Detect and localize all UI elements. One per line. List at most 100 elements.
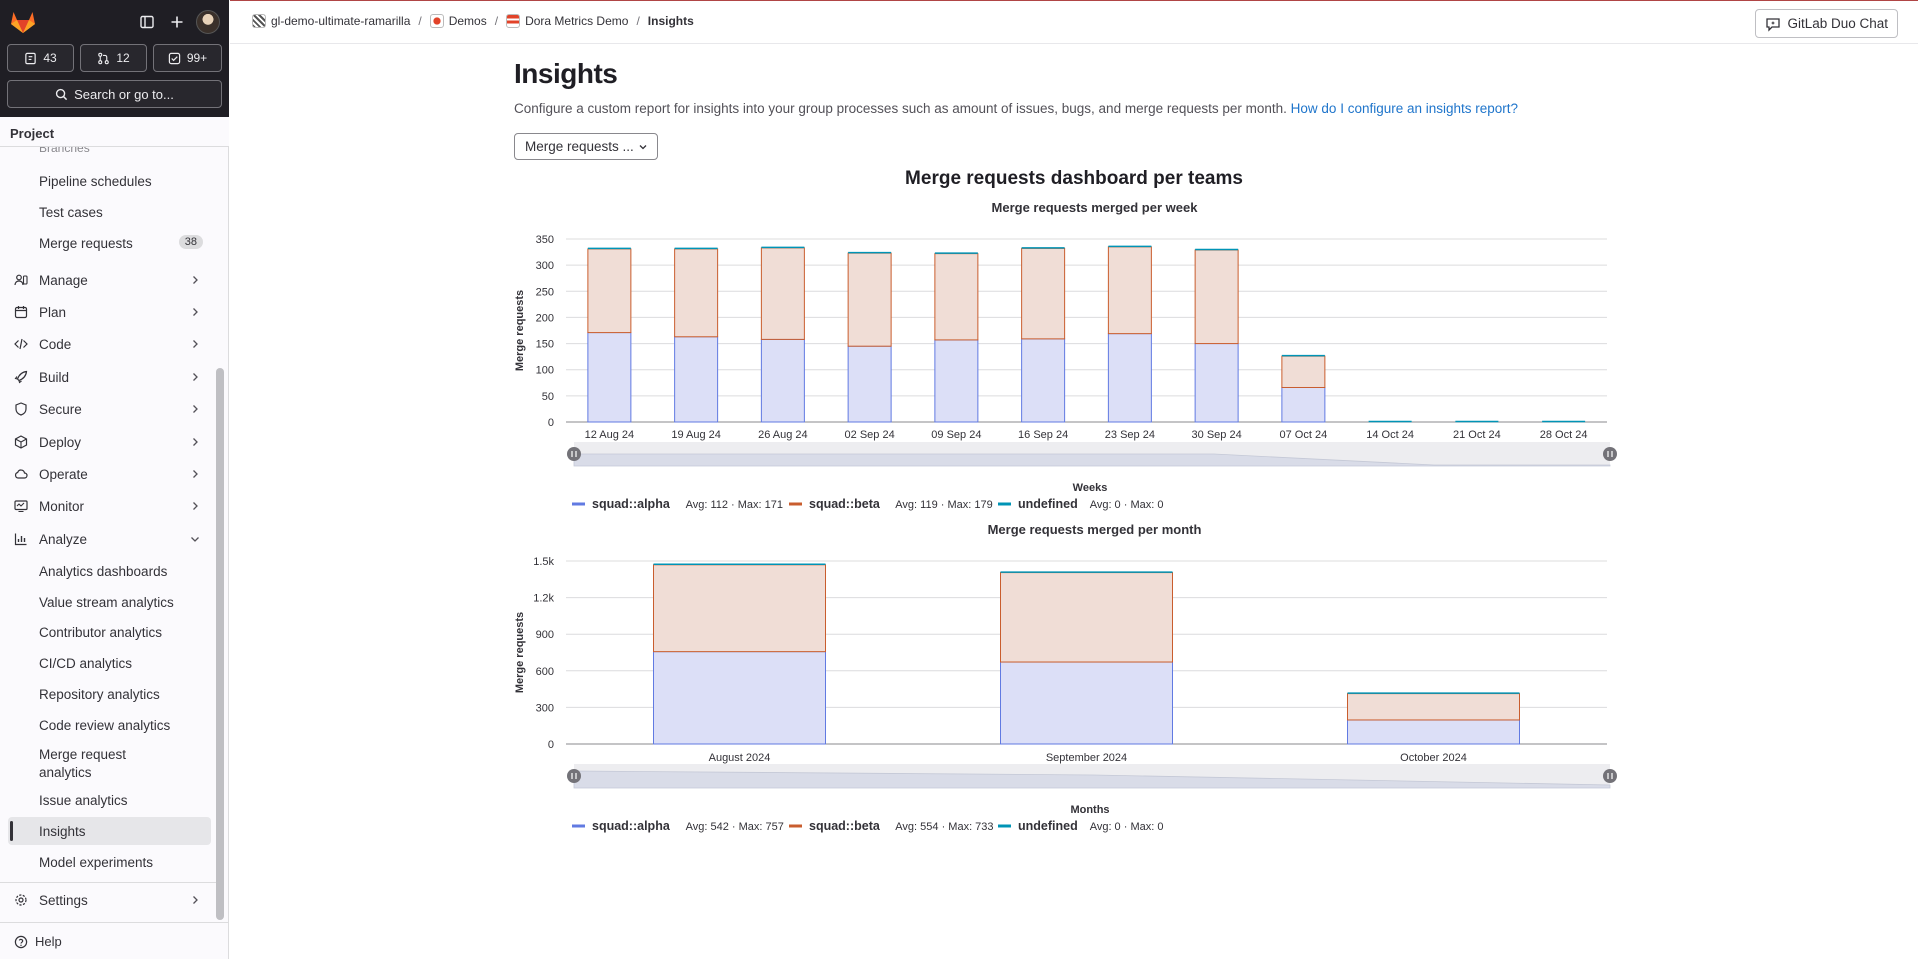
page-description-text: Configure a custom report for insights i… [514,101,1287,116]
search-button[interactable]: Search or go to... [7,80,222,108]
breadcrumb-item-demos[interactable]: Demos [429,14,487,28]
legend-series-stats: Avg: 554 · Max: 733 [895,821,993,833]
legend-series-name[interactable]: undefined [1018,819,1078,833]
sidebar-item-manage[interactable]: Manage [8,266,211,294]
breadcrumb-item-project[interactable]: Dora Metrics Demo [506,14,628,28]
x-tick-label: 19 Aug 24 [671,429,721,441]
bar-segment-squad--beta[interactable] [934,253,979,341]
bar-segment-squad--alpha[interactable] [653,651,826,745]
y-tick-label: 1.2k [533,593,554,605]
legend-series-name[interactable]: squad::alpha [592,497,671,511]
sidebar-item-code[interactable]: Code [8,330,211,358]
bar-segment-squad--beta[interactable] [760,247,805,340]
sidebar-item-label: Build [39,369,70,385]
legend-series-name[interactable]: squad::beta [809,497,881,511]
sidebar-item-contributor-analytics[interactable]: Contributor analytics [8,618,211,646]
bar-segment-squad--beta[interactable] [1107,246,1152,335]
bar-segment-squad--alpha[interactable] [1281,386,1326,423]
sidebar-item-analyze[interactable]: Analyze [8,525,211,553]
user-avatar[interactable] [196,10,220,34]
bar-segment-squad--beta[interactable] [587,248,632,334]
sidebar-item-merge-requests[interactable]: Merge requests 38 [8,229,211,257]
merge-requests-counter[interactable]: 12 [80,44,147,72]
bar-segment-squad--alpha[interactable] [674,336,719,423]
breadcrumb-item-group[interactable]: gl-demo-ultimate-ramarilla [252,14,410,28]
bar-segment-squad--alpha[interactable] [1107,333,1152,423]
sidebar-item-insights[interactable]: Insights [8,817,211,845]
sidebar-item-repository-analytics[interactable]: Repository analytics [8,680,211,708]
sidebar-item-cicd-analytics[interactable]: CI/CD analytics [8,649,211,677]
sidebar-item-value-stream-analytics[interactable]: Value stream analytics [8,588,211,616]
x-tick-label: August 2024 [709,752,771,764]
bar-segment-squad--alpha[interactable] [1194,343,1239,423]
create-new-icon[interactable] [163,9,191,35]
top-bar: gl-demo-ultimate-ramarilla / Demos / Dor… [230,0,1918,44]
gitlab-logo-icon[interactable] [10,10,36,34]
legend-series-stats: Avg: 542 · Max: 757 [686,821,784,833]
bar-segment-squad--beta[interactable] [674,248,719,338]
sidebar-item-code-review-analytics[interactable]: Code review analytics [8,711,211,739]
page-title: Insights [514,58,618,89]
bar-segment-squad--alpha[interactable] [1021,338,1066,423]
sidebar-item-plan[interactable]: Plan [8,298,211,326]
bar-segment-squad--beta[interactable] [1347,693,1520,721]
sidebar-item-model-experiments[interactable]: Model experiments [8,848,211,876]
zoom-handle-right[interactable] [1603,769,1617,783]
issues-counter[interactable]: 43 [7,44,74,72]
sidebar-item-label: Analyze [39,531,88,547]
sidebar-item-settings[interactable]: Settings [8,886,211,914]
sidebar-item-test-cases[interactable]: Test cases [8,198,211,226]
bar-segment-squad--alpha[interactable] [847,345,892,423]
sidebar-item-merge-request-analytics[interactable]: Merge request analytics [8,744,211,784]
sidebar-item-label: Plan [39,304,67,320]
zoom-handle-right[interactable] [1603,447,1617,461]
sidebar-toggle-icon[interactable] [133,9,161,35]
breadcrumb-separator: / [494,14,499,28]
sidebar-item-analytics-dashboards[interactable]: Analytics dashboards [8,557,211,585]
sidebar-item-pipeline-schedules[interactable]: Pipeline schedules [8,167,211,195]
bar-segment-squad--beta[interactable] [1194,249,1239,345]
sidebar-item-issue-analytics[interactable]: Issue analytics [8,786,211,814]
bar-segment-squad--alpha[interactable] [760,338,805,423]
zoom-handle-left[interactable] [567,447,581,461]
sidebar-item-label: Contributor analytics [39,624,163,640]
sidebar-item-label: Deploy [39,434,82,450]
bar-segment-squad--alpha[interactable] [1000,661,1173,745]
chevron-right-icon [193,276,198,284]
y-axis-label: Merge requests [514,290,526,371]
bar-segment-squad--beta[interactable] [1021,247,1066,340]
legend-series-name[interactable]: undefined [1018,497,1078,511]
sidebar-item-secure[interactable]: Secure [8,395,211,423]
bar-segment-squad--alpha[interactable] [1347,719,1520,745]
zoom-handle-left[interactable] [567,769,581,783]
sidebar-item-monitor[interactable]: Monitor [8,492,211,520]
breadcrumb-item-insights[interactable]: Insights [647,14,694,28]
bar-segment-squad--beta[interactable] [1000,572,1173,663]
bar-segment-squad--beta[interactable] [1281,355,1326,388]
sidebar-item-build[interactable]: Build [8,363,211,391]
sidebar-scrollbar[interactable] [216,368,224,920]
help-button[interactable]: Help [14,934,62,949]
chevron-right-icon [193,470,198,478]
sidebar-item-label: Merge requests [39,235,133,251]
sidebar-item-operate[interactable]: Operate [8,460,211,488]
bar-segment-squad--alpha[interactable] [587,332,632,423]
sidebar-item-label: Monitor [39,498,85,514]
chevron-right-icon [193,340,198,348]
search-label: Search or go to... [74,86,174,102]
legend-series-name[interactable]: squad::beta [809,819,881,833]
bar-segment-squad--beta[interactable] [653,564,826,653]
bar-segment-squad--alpha[interactable] [934,339,979,423]
x-tick-label: 30 Sep 24 [1192,429,1242,441]
sidebar-item-deploy[interactable]: Deploy [8,428,211,456]
todos-counter[interactable]: 99+ [153,44,222,72]
configure-help-link[interactable]: How do I configure an insights report? [1290,101,1519,116]
report-select-dropdown[interactable]: Merge requests ... [514,133,658,160]
duo-chat-button[interactable]: GitLab Duo Chat [1755,9,1898,38]
sidebar-item-label: Code [39,336,72,352]
sidebar-item-label: Settings [39,892,88,908]
legend-series-name[interactable]: squad::alpha [592,819,671,833]
sidebar-item-branches[interactable]: Branches [39,147,90,155]
chevron-right-icon [193,373,198,381]
bar-segment-squad--beta[interactable] [847,252,892,347]
